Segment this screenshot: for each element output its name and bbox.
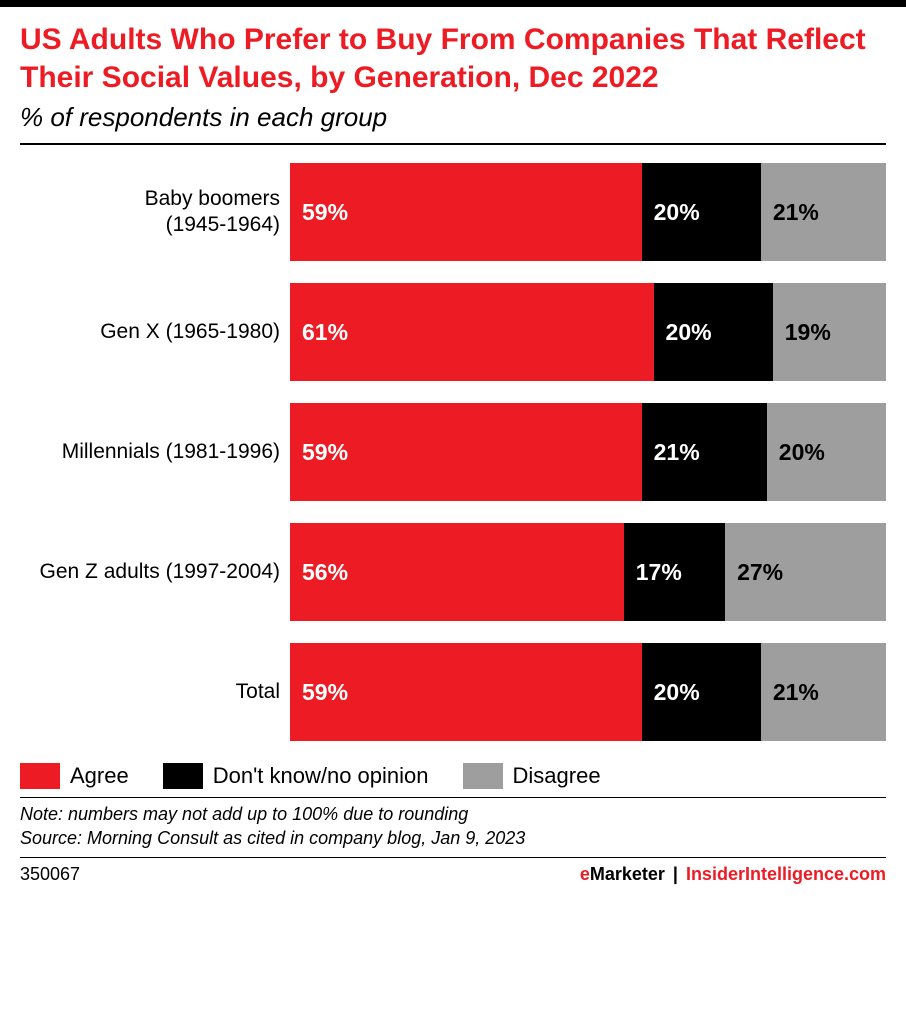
bar-row: Baby boomers(1945-1964)59%20%21%: [20, 163, 886, 261]
legend-item: Agree: [20, 763, 129, 789]
bar-segment: 59%: [290, 163, 642, 261]
row-label: Gen X (1965-1980): [20, 319, 290, 345]
bar-segment: 19%: [773, 283, 886, 381]
footer: 350067 eMarketer | InsiderIntelligence.c…: [20, 857, 886, 895]
row-label: Baby boomers(1945-1964): [20, 186, 290, 239]
chart-subtitle: % of respondents in each group: [20, 102, 886, 133]
row-label: Millennials (1981-1996): [20, 439, 290, 465]
stacked-bar: 59%21%20%: [290, 403, 886, 501]
bar-row: Total59%20%21%: [20, 643, 886, 741]
brand-e-letter: e: [580, 864, 590, 884]
legend-item: Disagree: [463, 763, 601, 789]
bar-segment: 21%: [761, 163, 886, 261]
legend-label: Agree: [70, 763, 129, 789]
bar-segment: 21%: [761, 643, 886, 741]
stacked-bar: 61%20%19%: [290, 283, 886, 381]
stacked-bar: 59%20%21%: [290, 643, 886, 741]
stacked-bar: 56%17%27%: [290, 523, 886, 621]
stacked-bar: 59%20%21%: [290, 163, 886, 261]
bar-segment: 20%: [642, 163, 761, 261]
legend-label: Disagree: [513, 763, 601, 789]
bar-row: Gen X (1965-1980)61%20%19%: [20, 283, 886, 381]
bar-segment: 21%: [642, 403, 767, 501]
bar-segment: 59%: [290, 403, 642, 501]
chart-notes: Note: numbers may not add up to 100% due…: [20, 797, 886, 851]
legend: Agree Don't know/no opinion Disagree: [20, 763, 886, 789]
chart-id: 350067: [20, 864, 80, 885]
brand-insider: InsiderIntelligence.com: [686, 864, 886, 885]
bar-row: Millennials (1981-1996)59%21%20%: [20, 403, 886, 501]
row-label: Gen Z adults (1997-2004): [20, 559, 290, 585]
bar-segment: 17%: [624, 523, 725, 621]
bar-segment: 56%: [290, 523, 624, 621]
legend-item: Don't know/no opinion: [163, 763, 429, 789]
note-text: Note: numbers may not add up to 100% due…: [20, 802, 886, 826]
bar-segment: 20%: [767, 403, 886, 501]
legend-swatch: [163, 763, 203, 789]
bar-segment: 61%: [290, 283, 654, 381]
bar-segment: 27%: [725, 523, 886, 621]
bar-segment: 59%: [290, 643, 642, 741]
row-label: Total: [20, 679, 290, 705]
bar-segment: 20%: [642, 643, 761, 741]
bar-row: Gen Z adults (1997-2004)56%17%27%: [20, 523, 886, 621]
legend-swatch: [463, 763, 503, 789]
legend-label: Don't know/no opinion: [213, 763, 429, 789]
brand-separator: |: [673, 864, 678, 885]
chart-container: US Adults Who Prefer to Buy From Compani…: [0, 0, 906, 895]
chart-area: Baby boomers(1945-1964)59%20%21%Gen X (1…: [20, 143, 886, 741]
chart-title: US Adults Who Prefer to Buy From Compani…: [20, 21, 886, 96]
footer-brands: eMarketer | InsiderIntelligence.com: [580, 864, 886, 885]
source-text: Source: Morning Consult as cited in comp…: [20, 826, 886, 850]
legend-swatch: [20, 763, 60, 789]
brand-emarketer: eMarketer: [580, 864, 665, 885]
brand-marketer: Marketer: [590, 864, 665, 884]
bar-segment: 20%: [654, 283, 773, 381]
